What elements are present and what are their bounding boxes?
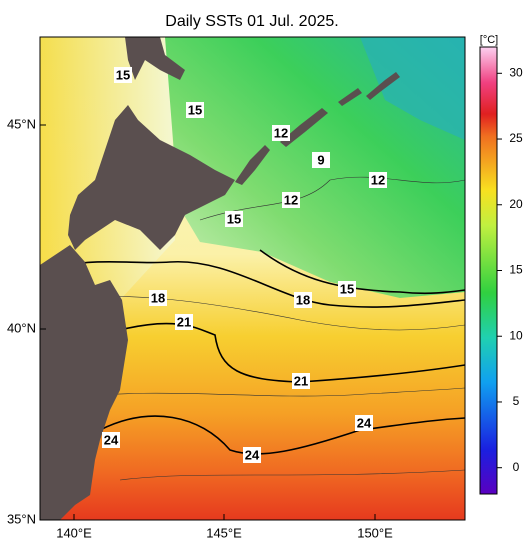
- contour-label: 15: [227, 211, 241, 226]
- contour-label-bg: [312, 152, 330, 168]
- sst-field: [40, 37, 465, 520]
- contour-label-bg: [369, 172, 387, 188]
- contour-label: 24: [357, 415, 372, 430]
- contour-label-bg: [294, 292, 312, 308]
- colorbar-unit: [°C]: [480, 34, 498, 46]
- y-axis-label: 35°N: [7, 511, 36, 526]
- contour-label: 15: [116, 67, 130, 82]
- contour-label: 18: [296, 292, 310, 307]
- contour-label-bg: [355, 415, 373, 431]
- contour-label: 12: [371, 172, 385, 187]
- contour-label-bg: [225, 211, 243, 227]
- contour-label: 15: [340, 281, 354, 296]
- contour-label: 24: [245, 447, 260, 462]
- contour-label: 12: [274, 125, 288, 140]
- colorbar-tick-label: 25: [509, 131, 523, 145]
- contour-label: 24: [104, 432, 119, 447]
- land: [40, 37, 400, 520]
- x-axis-label: 145°E: [206, 525, 242, 540]
- contour-label: 9: [317, 152, 324, 167]
- x-axis-label: 150°E: [357, 525, 393, 540]
- contour-label-bg: [292, 373, 310, 389]
- contour-label: 12: [284, 192, 298, 207]
- contour-label-bg: [114, 67, 132, 83]
- colorbar-tick-label: 5: [513, 394, 520, 408]
- contour-label-bg: [149, 290, 167, 306]
- y-axis-label: 45°N: [7, 116, 36, 131]
- contour-label-bg: [272, 125, 290, 141]
- colorbar-tick-label: 10: [509, 328, 523, 342]
- colorbar-tick-label: 30: [509, 65, 523, 79]
- contour-label-bg: [102, 432, 120, 448]
- contour-label: 21: [294, 373, 308, 388]
- x-axis-label: 140°E: [56, 525, 92, 540]
- colorbar-tick-label: 15: [509, 263, 523, 277]
- contour-label-bg: [175, 314, 193, 330]
- y-axis-label: 40°N: [7, 320, 36, 335]
- map-frame: [39, 36, 466, 521]
- contour-label: 18: [151, 290, 165, 305]
- colorbar: [479, 46, 498, 495]
- contour-label-bg: [243, 447, 261, 463]
- contour-label: 21: [177, 314, 191, 329]
- contour-label-bg: [186, 102, 204, 118]
- colorbar-tick-label: 0: [513, 460, 520, 474]
- colorbar-tick-label: 20: [509, 197, 523, 211]
- contour-label-bg: [338, 281, 356, 297]
- contour-label: 15: [188, 102, 202, 117]
- contour-label-bg: [282, 192, 300, 208]
- map-title: Daily SSTs 01 Jul. 2025.: [165, 13, 338, 30]
